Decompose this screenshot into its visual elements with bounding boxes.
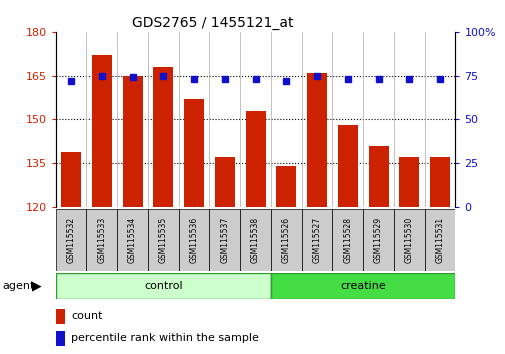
Bar bbox=[363, 209, 393, 271]
Bar bbox=[61, 152, 81, 207]
Text: GSM115533: GSM115533 bbox=[97, 217, 106, 263]
Bar bbox=[301, 209, 332, 271]
Text: GSM115528: GSM115528 bbox=[342, 217, 351, 263]
Bar bbox=[178, 209, 209, 271]
Bar bbox=[147, 209, 178, 271]
Text: GDS2765 / 1455121_at: GDS2765 / 1455121_at bbox=[131, 16, 293, 30]
Bar bbox=[214, 158, 234, 207]
Bar bbox=[56, 331, 65, 346]
Bar bbox=[270, 273, 454, 299]
Bar bbox=[91, 55, 112, 207]
Text: GSM115538: GSM115538 bbox=[250, 217, 260, 263]
Bar bbox=[276, 166, 296, 207]
Bar bbox=[117, 209, 147, 271]
Text: GSM115526: GSM115526 bbox=[281, 217, 290, 263]
Text: GSM115535: GSM115535 bbox=[159, 217, 168, 263]
Text: GSM115532: GSM115532 bbox=[66, 217, 75, 263]
Bar bbox=[56, 273, 270, 299]
Bar bbox=[122, 76, 142, 207]
Bar bbox=[153, 67, 173, 207]
Bar bbox=[56, 209, 86, 271]
Text: GSM115529: GSM115529 bbox=[373, 217, 382, 263]
Bar bbox=[393, 209, 424, 271]
Text: GSM115534: GSM115534 bbox=[128, 217, 137, 263]
Text: agent: agent bbox=[3, 281, 35, 291]
Text: GSM115530: GSM115530 bbox=[404, 217, 413, 263]
Bar bbox=[337, 125, 357, 207]
Bar bbox=[270, 209, 301, 271]
Bar bbox=[424, 209, 454, 271]
Text: ▶: ▶ bbox=[31, 279, 41, 292]
Bar bbox=[307, 73, 326, 207]
Bar bbox=[56, 309, 65, 324]
Bar bbox=[184, 99, 204, 207]
Text: GSM115537: GSM115537 bbox=[220, 217, 229, 263]
Bar bbox=[245, 111, 265, 207]
Bar bbox=[429, 158, 449, 207]
Text: creatine: creatine bbox=[339, 281, 385, 291]
Text: GSM115531: GSM115531 bbox=[435, 217, 444, 263]
Text: count: count bbox=[71, 312, 103, 321]
Text: GSM115527: GSM115527 bbox=[312, 217, 321, 263]
Bar bbox=[398, 158, 419, 207]
Bar bbox=[368, 146, 388, 207]
Bar bbox=[209, 209, 240, 271]
Text: percentile rank within the sample: percentile rank within the sample bbox=[71, 333, 259, 343]
Bar bbox=[332, 209, 363, 271]
Bar bbox=[240, 209, 270, 271]
Text: GSM115536: GSM115536 bbox=[189, 217, 198, 263]
Bar bbox=[86, 209, 117, 271]
Text: control: control bbox=[144, 281, 182, 291]
